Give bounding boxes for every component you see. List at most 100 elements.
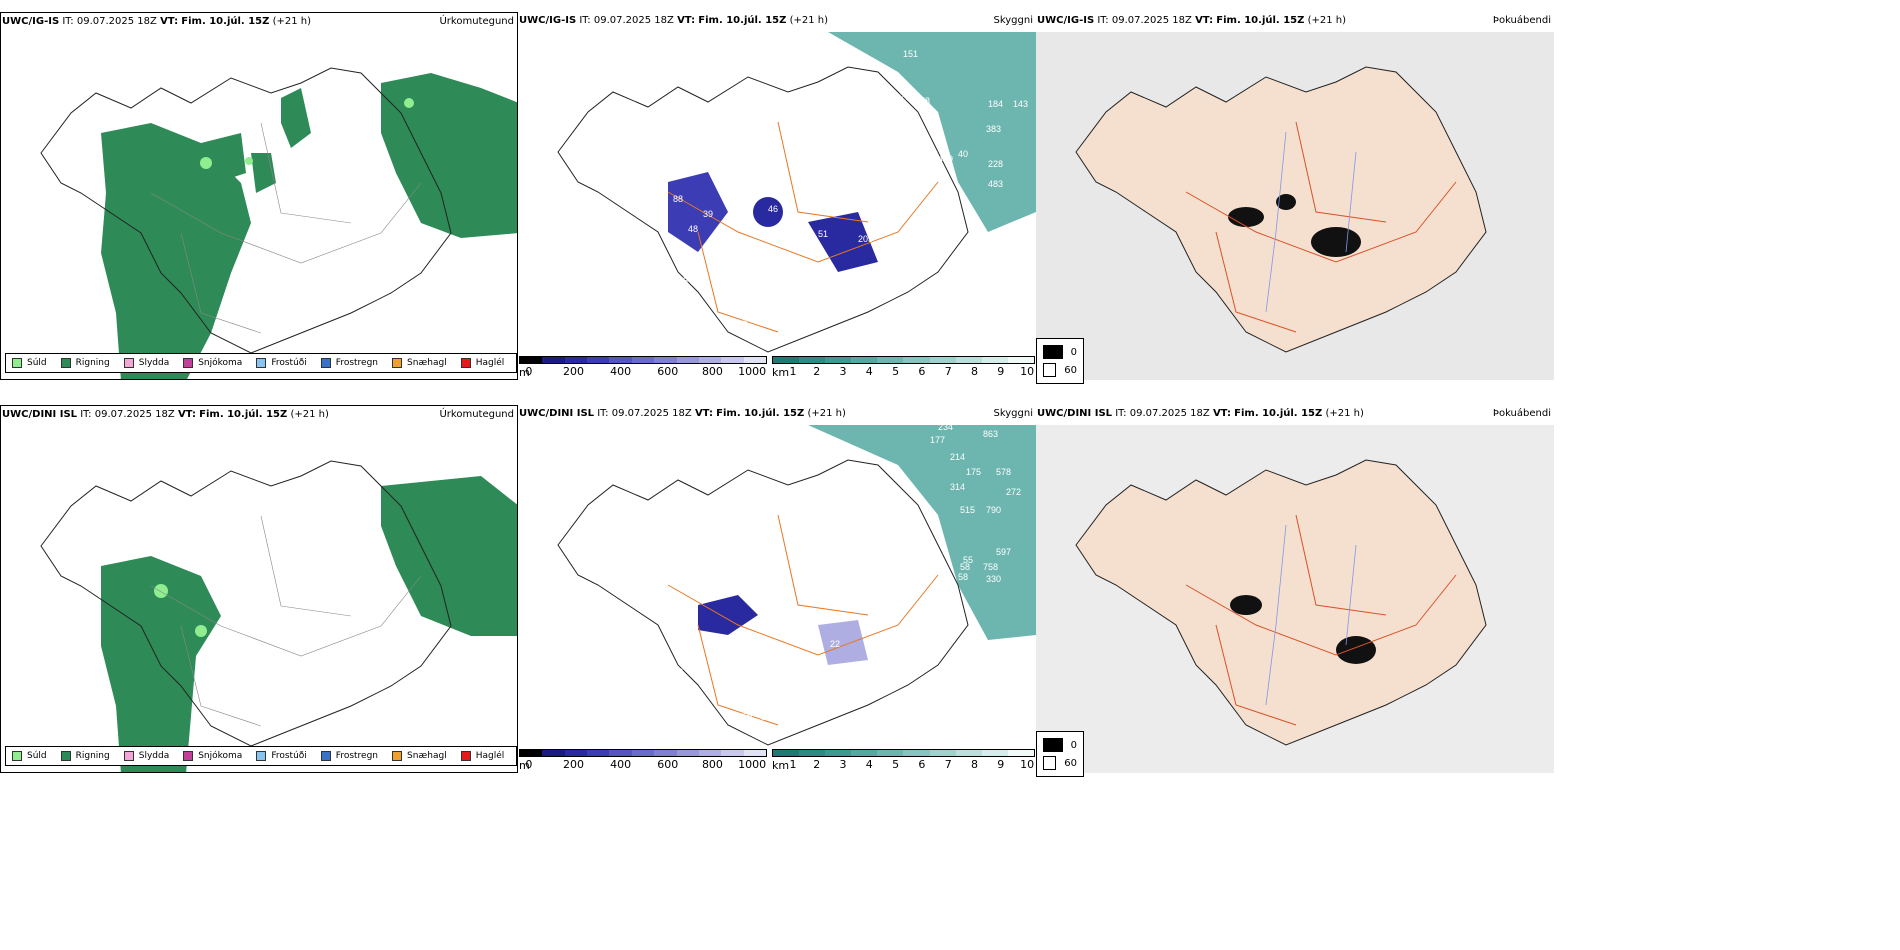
visibility-tick: 4 — [865, 758, 873, 771]
legend-label: Haglél — [475, 751, 505, 761]
legend-item-snow-pellets: Snæhagl — [392, 358, 447, 368]
drizzle-areas — [200, 98, 414, 169]
init-time: 09.07.2025 18Z — [1111, 15, 1192, 26]
ceiling-tick: 400 — [610, 365, 632, 378]
ceiling-label: 85 — [653, 194, 663, 204]
legend-item-sleet: Slydda — [123, 751, 170, 761]
ceiling-unit: m — [519, 759, 530, 772]
visibility-tick: 1 — [789, 758, 797, 771]
ceiling-colorbar-top: 0 200 400 600 800 1000 m — [519, 356, 767, 379]
road-network — [1185, 121, 1457, 333]
product-title: Þokuábendi — [1492, 15, 1551, 26]
valid-time: Fim. 10.júl. 15Z — [716, 408, 805, 419]
ceiling-tick: 200 — [563, 365, 585, 378]
ceiling-label: 52 — [763, 314, 773, 324]
init-label: IT: — [1097, 15, 1109, 26]
road-network — [667, 514, 939, 726]
precip-type-panel-top: UWC/IG-IS IT: 09.07.2025 18Z VT: Fim. 10… — [0, 12, 518, 380]
init-label: IT: — [1115, 408, 1127, 419]
legend-swatch-rain — [60, 751, 71, 761]
legend-label: Snæhagl — [407, 751, 447, 761]
ceiling-label: 82 — [903, 129, 913, 139]
legend-label: Slydda — [138, 751, 170, 761]
init-label: IT: — [597, 408, 609, 419]
ceiling-label: 272 — [1006, 487, 1021, 497]
river-network — [1265, 131, 1357, 313]
iceland-coastline — [40, 67, 452, 354]
precip-type-panel-bottom: UWC/DINI ISL IT: 09.07.2025 18Z VT: Fim.… — [0, 405, 518, 773]
precip-type-legend: Súld Rigning Slydda Snjókoma Frostúði Fr… — [5, 353, 517, 373]
legend-swatch-snow — [183, 751, 194, 761]
ceiling-labels: 234 863 177 214 175 578 314 272 161 22 5… — [623, 425, 1021, 722]
ceiling-label: 71 — [573, 194, 583, 204]
fog-label-0: 0 — [1070, 739, 1077, 751]
visibility-unit: km — [772, 759, 790, 772]
ceiling-label: 330 — [986, 574, 1001, 584]
visibility-fields — [698, 425, 1036, 665]
legend-label: Frostúði — [271, 358, 307, 368]
valid-time: Fim. 10.júl. 15Z — [199, 409, 288, 420]
rain-areas — [101, 476, 517, 772]
visibility-colorbar-top: 1 2 3 4 5 6 7 8 9 10 km — [772, 356, 1035, 379]
ceiling-label: 39 — [703, 209, 713, 219]
legend-item-hail: Haglél — [460, 751, 505, 761]
ceiling-label: 88 — [673, 194, 683, 204]
ceiling-label: 205 — [858, 234, 873, 244]
iceland-coastline — [557, 66, 969, 353]
ceiling-label: 177 — [930, 435, 945, 445]
fog-patches — [1228, 194, 1361, 257]
ceiling-label: 175 — [966, 467, 981, 477]
visibility-colorbar-swatches — [772, 356, 1035, 364]
ceiling-label: 200 — [638, 573, 653, 583]
product-title: Skyggni — [993, 408, 1033, 419]
legend-item-snow: Snjókoma — [183, 751, 242, 761]
ceiling-colorbar-ticks: 0 200 400 600 800 1000 — [519, 757, 767, 771]
visibility-tick: 6 — [918, 365, 926, 378]
fog-label-60: 60 — [1064, 757, 1077, 769]
fog-index-panel-top: UWC/IG-IS IT: 09.07.2025 18Z VT: Fim. 10… — [1036, 12, 1554, 380]
ceiling-label: 46 — [768, 204, 778, 214]
ceiling-label: 383 — [986, 124, 1001, 134]
lead-time: (+21 h) — [290, 409, 329, 420]
ceiling-label: 184 — [988, 99, 1003, 109]
ceiling-label: 161 — [891, 492, 906, 502]
valid-time: Fim. 10.júl. 15Z — [181, 16, 270, 27]
panel-header: UWC/DINI ISL IT: 09.07.2025 18Z VT: Fim.… — [518, 405, 1036, 423]
visibility-colorbar-swatches — [772, 749, 1035, 757]
rain-areas — [101, 73, 517, 379]
ceiling-label: 151 — [903, 49, 918, 59]
ceiling-label: 48 — [688, 224, 698, 234]
visibility-colorbar-bottom: 1 2 3 4 5 6 7 8 9 10 km — [772, 749, 1035, 772]
ceiling-unit: m — [519, 366, 530, 379]
ceiling-tick: 600 — [657, 758, 679, 771]
visibility-tick: 5 — [892, 758, 900, 771]
road-network — [150, 122, 422, 334]
model-name: UWC/DINI ISL — [1037, 408, 1113, 419]
legend-item-freezing-drizzle: Frostúði — [256, 751, 307, 761]
ceiling-tick: 1000 — [738, 365, 767, 378]
legend-swatch-sleet — [123, 358, 134, 368]
ceiling-label: 58 — [958, 572, 968, 582]
legend-item-hail: Haglél — [460, 358, 504, 368]
ceiling-label: 515 — [960, 505, 975, 515]
fog-label-0: 0 — [1070, 346, 1077, 358]
fog-index-map — [1036, 425, 1554, 773]
lead-time: (+21 h) — [272, 16, 311, 27]
visibility-tick: 7 — [944, 365, 952, 378]
visibility-tick: 7 — [944, 758, 952, 771]
ceiling-label: 234 — [938, 425, 953, 432]
legend-item-sleet: Slydda — [123, 358, 169, 368]
ceiling-label: 78 — [920, 96, 930, 106]
legend-swatch-snow-pellets — [392, 358, 403, 368]
init-label: IT: — [80, 409, 92, 420]
legend-swatch-snow-pellets — [392, 751, 403, 761]
ceiling-label: 246 — [923, 149, 938, 159]
product-title: Skyggni — [993, 15, 1033, 26]
product-title: Þokuábendi — [1492, 408, 1551, 419]
visibility-tick: 10 — [1020, 365, 1035, 378]
legend-swatch-drizzle — [12, 751, 22, 761]
ceiling-label: 143 — [1013, 99, 1028, 109]
valid-time: Fim. 10.júl. 15Z — [1216, 15, 1305, 26]
legend-item-freezing-rain: Frostregn — [320, 358, 378, 368]
legend-swatch-snow — [183, 358, 194, 368]
